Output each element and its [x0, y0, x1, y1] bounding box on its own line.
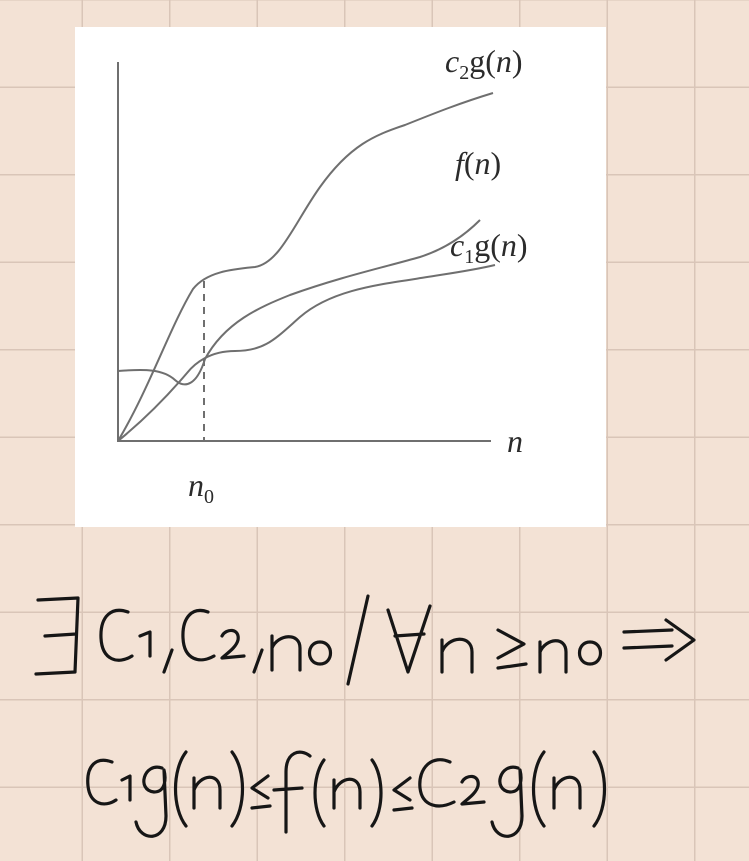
c2g-label: c2g(n): [445, 43, 523, 84]
c2g-curve: [117, 92, 494, 442]
f-label: f(n): [455, 145, 502, 181]
c1g-curve: [117, 264, 496, 442]
f-curve: [117, 219, 481, 386]
c1g-label: c1g(n): [450, 227, 528, 268]
x-axis-label: n: [507, 423, 523, 459]
curve-plot: [117, 62, 496, 442]
handwritten-line-2: [86, 750, 607, 838]
n0-label: n0: [188, 467, 214, 508]
theta-notation-figure: c2g(n) f(n) c1g(n) n n0: [75, 27, 606, 527]
handwritten-line-1: [34, 594, 696, 686]
